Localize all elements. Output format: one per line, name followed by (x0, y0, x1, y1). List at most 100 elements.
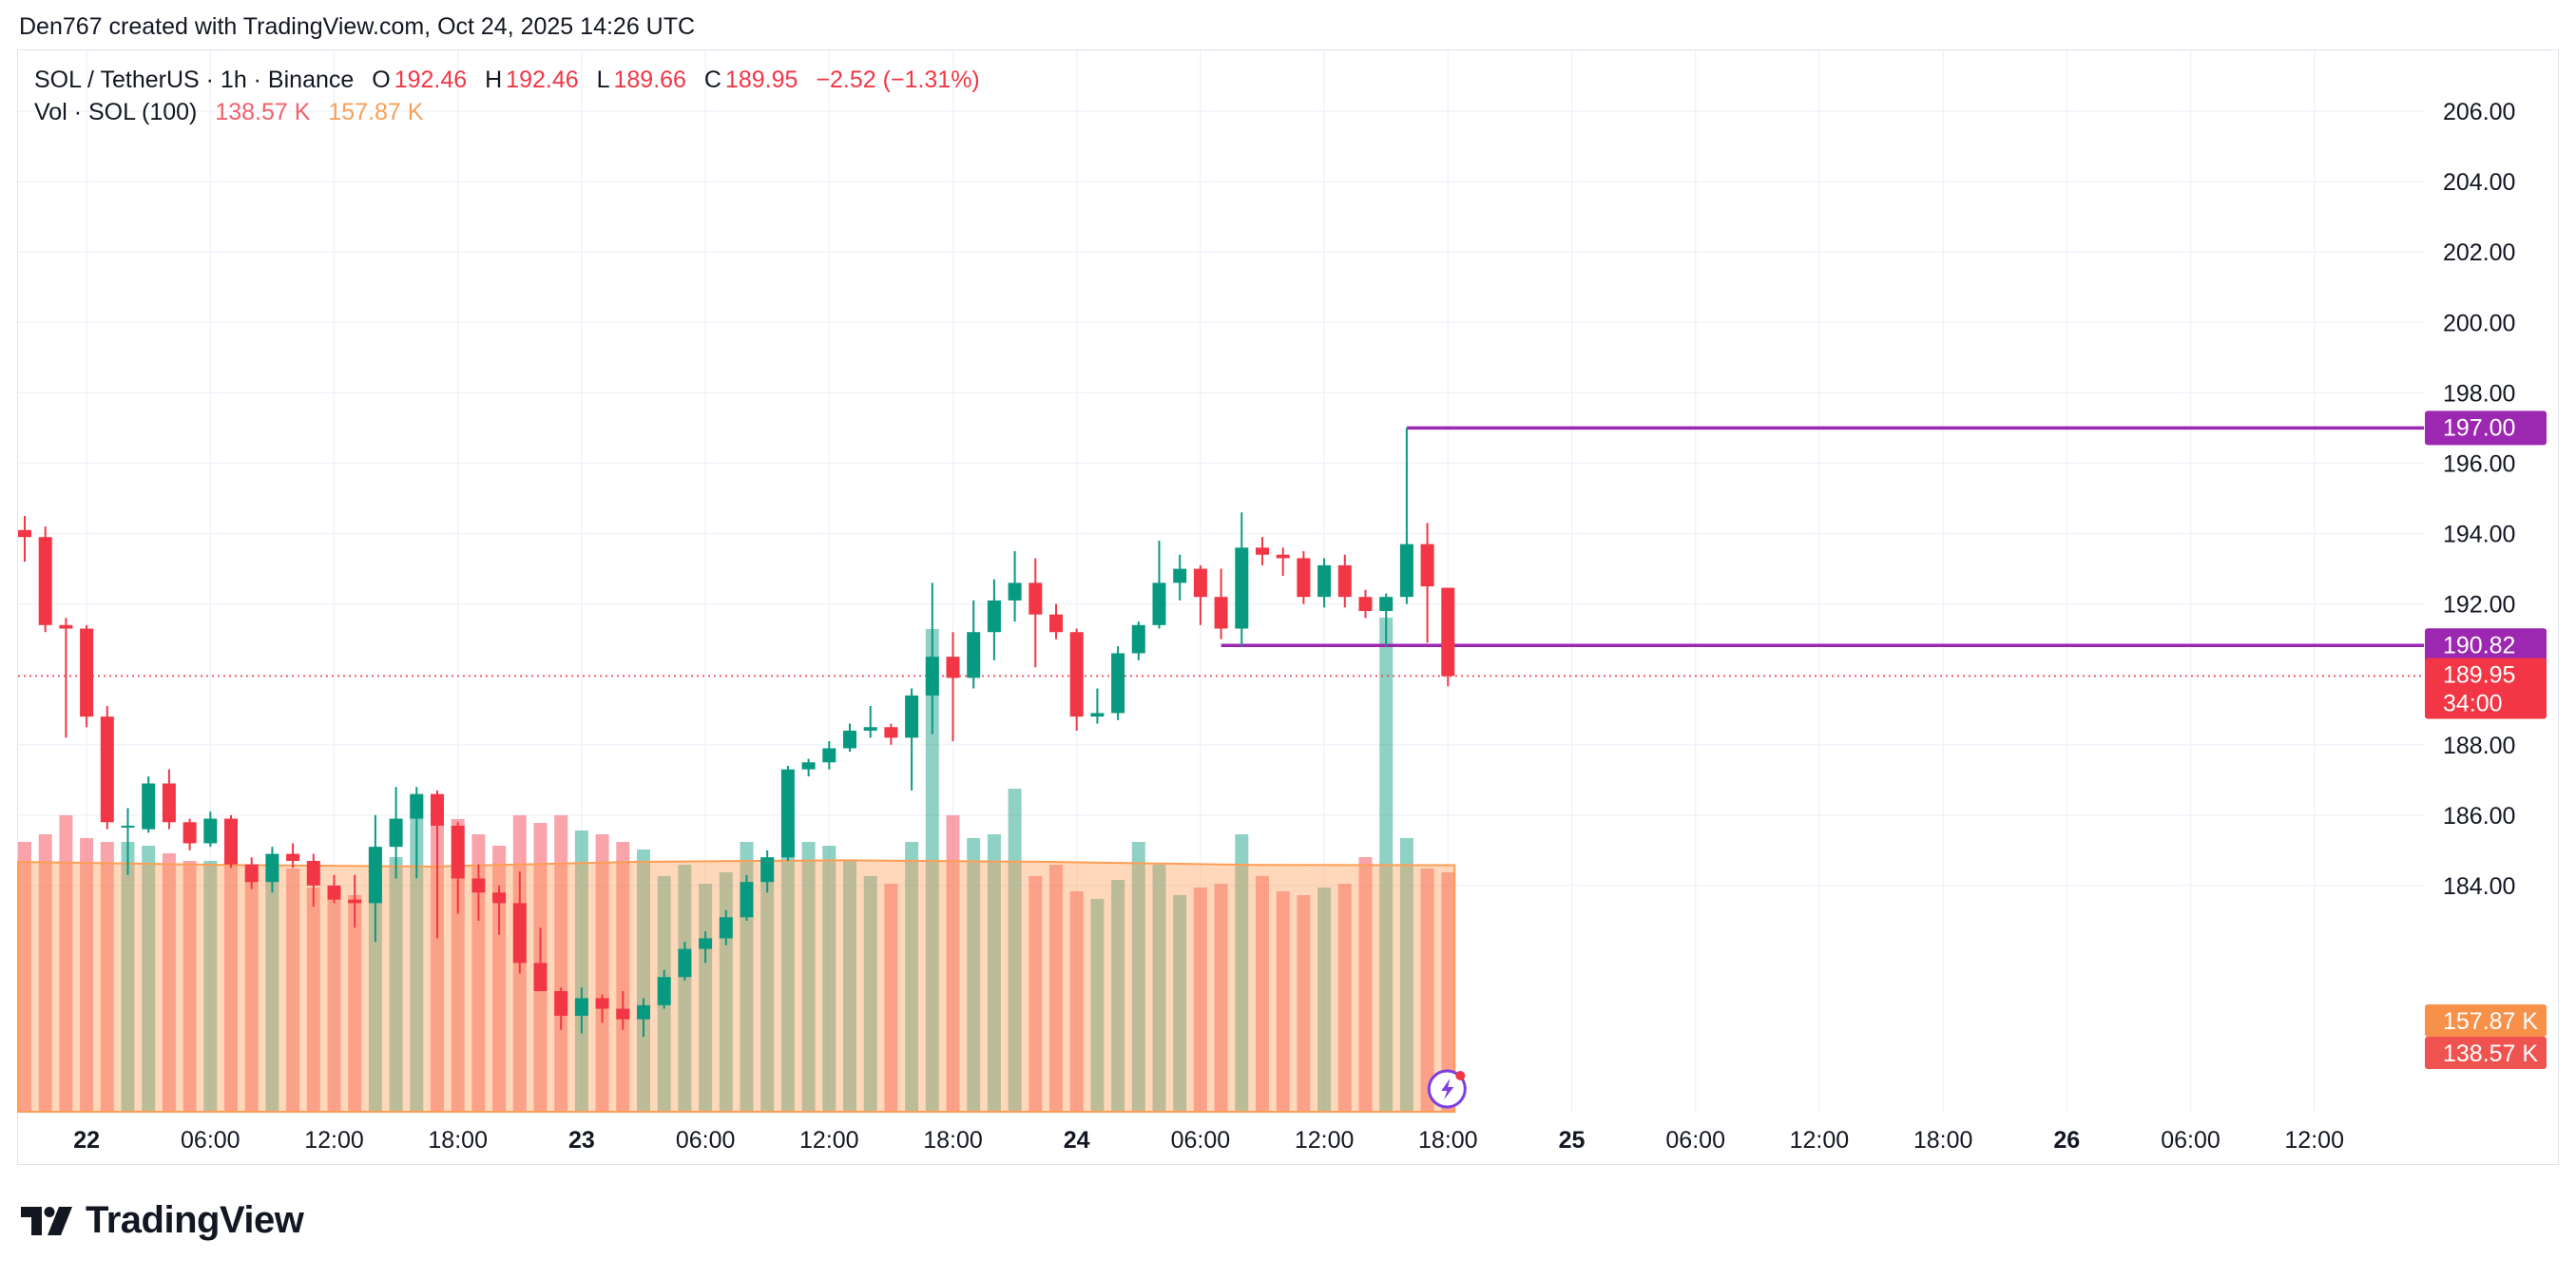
candle-body (1069, 632, 1084, 717)
price-tick-label: 186.00 (2443, 803, 2515, 830)
price-tick-label: 204.00 (2443, 169, 2515, 196)
candle-body (451, 825, 465, 879)
candles (18, 428, 1455, 1038)
volume-bar (1256, 876, 1269, 1112)
candle-body (1256, 547, 1269, 555)
time-tick-label: 12:00 (1790, 1127, 1850, 1154)
volume-ma-area (17, 859, 1456, 1113)
volume-bar (203, 861, 218, 1112)
notification-dot (1455, 1071, 1466, 1080)
price-tick-label: 202.00 (2443, 239, 2515, 266)
high-label: H (485, 67, 503, 93)
volume-bar (1420, 869, 1434, 1112)
candle-body (306, 860, 320, 886)
volume-bar (1358, 857, 1373, 1112)
logo-text: TradingView (86, 1199, 304, 1241)
volume-bar (967, 838, 981, 1112)
volume-bar (863, 876, 877, 1112)
volume-bar (1297, 895, 1311, 1112)
volume-bar (1028, 876, 1043, 1112)
time-tick-label: 26 (2053, 1127, 2080, 1154)
candle-body (822, 748, 836, 763)
time-tick-label: 18:00 (1418, 1127, 1478, 1154)
lightning-icon (1441, 1079, 1454, 1099)
volume-ma-tag: 157.87 K (2443, 1008, 2538, 1035)
close-label: C (703, 67, 721, 93)
candle-body (471, 878, 486, 893)
time-tick-label: 25 (1559, 1127, 1586, 1154)
volume-bar (224, 865, 238, 1112)
grid (18, 50, 2424, 1112)
volume-bar (595, 834, 609, 1112)
candle-body (38, 537, 52, 625)
volume-bar (492, 846, 507, 1112)
volume-bar (946, 815, 960, 1112)
candle-body (533, 963, 548, 992)
volume-bar (121, 842, 135, 1112)
volume-bar (1111, 880, 1125, 1112)
candle-body (1008, 582, 1022, 601)
chart-frame (17, 49, 2559, 1165)
volume-bar (327, 891, 341, 1112)
candle-body (1399, 544, 1413, 598)
candle-body (1235, 547, 1249, 629)
volume-bar (1337, 884, 1352, 1112)
candle-body (595, 998, 609, 1009)
volume-bar (18, 842, 31, 1112)
candle-body (1276, 554, 1290, 559)
volume-bar (822, 846, 836, 1112)
symbol-label[interactable]: SOL / TetherUS · 1h · Binance (34, 67, 355, 93)
candle-body (183, 822, 197, 844)
volume-bar (884, 884, 898, 1112)
last-price-tag: 189.95 (2443, 662, 2515, 689)
tradingview-logo[interactable]: TradingView (21, 1199, 304, 1242)
volume-bar (574, 830, 588, 1112)
volume-bar (1131, 842, 1145, 1112)
time-tick-label: 06:00 (2161, 1127, 2220, 1154)
volume-bar (1173, 895, 1187, 1112)
volume-ma (17, 859, 1456, 1113)
volume-bar (368, 849, 382, 1112)
candle-body (987, 600, 1001, 633)
price-tick-label: 184.00 (2443, 873, 2515, 900)
volume-ma-value: 157.87 K (328, 99, 424, 125)
volume-bar (1399, 838, 1413, 1112)
candle-body (1152, 582, 1166, 625)
candle-body (431, 793, 444, 826)
tradingview-logo-icon (21, 1206, 72, 1235)
level-tag-bg (2425, 410, 2547, 446)
time-tick-label: 23 (568, 1127, 595, 1154)
time-tick-label: 06:00 (676, 1127, 736, 1154)
price-tick-label: 192.00 (2443, 592, 2515, 619)
candle-body (843, 730, 856, 749)
time-tick-label: 24 (1064, 1127, 1090, 1154)
candle-body (80, 628, 94, 717)
volume-last-tag: 138.57 K (2443, 1040, 2538, 1067)
volume-bar (780, 838, 795, 1112)
candle-body (121, 825, 135, 828)
candle-body (719, 917, 733, 939)
volume-bar (142, 846, 156, 1112)
candle-body (286, 853, 300, 861)
volume-bar (451, 819, 465, 1112)
volume-ma-tag-bg (2425, 1004, 2547, 1037)
candle-body (616, 1008, 630, 1020)
volume-label[interactable]: Vol · SOL (100) (34, 99, 198, 125)
high-value: 192.46 (506, 67, 579, 93)
candle-body (1317, 564, 1332, 598)
volume-bar (1193, 888, 1207, 1112)
volume-bar (905, 842, 919, 1112)
volume-bar (59, 815, 73, 1112)
candle-body (1131, 624, 1145, 654)
candle-body (554, 991, 568, 1016)
volume-bar (801, 842, 816, 1112)
candle-body (1379, 597, 1394, 612)
price-levels (18, 426, 2424, 678)
chart-credit: Den767 created with TradingView.com, Oct… (19, 13, 696, 40)
price-tick-label: 196.00 (2443, 450, 2515, 477)
candle-body (224, 818, 238, 865)
volume-bar (1069, 891, 1084, 1112)
